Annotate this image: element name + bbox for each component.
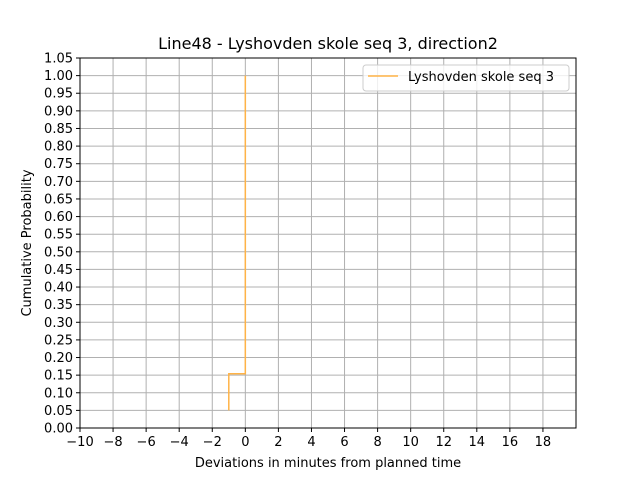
y-tick-label: 0.30 [44,316,73,331]
y-tick-label: 0.60 [44,210,73,225]
x-tick-label: 14 [469,435,486,450]
plot-frame [79,57,577,429]
y-axis: 0.00 0.05 0.10 0.15 0.20 0.25 0.30 0.35 0.40 0.45… [44,52,80,437]
y-tick-label: 0.70 [44,175,73,190]
y-tick-label: 0.10 [44,386,73,401]
x-tick-label: 18 [535,435,552,450]
y-tick-label: 0.35 [44,298,73,313]
y-tick-label: 0.85 [44,122,73,137]
x-tick-label: 12 [435,435,452,450]
x-tick-label: 10 [402,435,419,450]
x-tick-label: 4 [307,435,315,450]
y-tick-label: 0.55 [44,228,73,243]
y-tick-label: 0.75 [44,157,73,172]
legend-box [362,64,570,92]
y-tick-label: 1.00 [44,69,73,84]
x-tick-label: −6 [137,435,156,450]
x-tick-label: 16 [502,435,519,450]
x-tick-label: −4 [170,435,189,450]
x-axis: −10 −8 −6 −4 −2 0 2 4 6 8 10 12 14 16 18 [66,428,551,450]
x-tick-label: 6 [340,435,348,450]
grid [79,57,576,429]
x-tick-label: 8 [373,435,381,450]
x-tick-label: −2 [203,435,222,450]
y-tick-label: 0.95 [44,87,73,102]
y-tick-label: 0.50 [44,245,73,260]
series-line [228,75,247,411]
y-tick-label: 0.00 [44,422,73,437]
x-tick-label: −8 [103,435,122,450]
y-tick-label: 0.45 [44,263,73,278]
y-tick-label: 0.20 [44,351,73,366]
chart-title: Line48 - Lyshovden skole seq 3, directio… [158,34,498,53]
y-tick-label: 0.90 [44,104,73,119]
y-tick-label: 0.80 [44,140,73,155]
series-layer [228,75,247,411]
y-tick-label: 0.15 [44,369,73,384]
legend: Lyshovden skole seq 3 [362,64,570,92]
x-tick-label: 0 [241,435,249,450]
y-tick-label: 0.65 [44,192,73,207]
legend-entry-label: Lyshovden skole seq 3 [408,70,554,85]
y-axis-label: Cumulative Probability [20,169,35,316]
x-tick-label: −10 [66,435,93,450]
y-tick-label: 0.40 [44,281,73,296]
y-tick-label: 0.05 [44,404,73,419]
x-axis-label: Deviations in minutes from planned time [195,456,461,471]
x-tick-label: 2 [274,435,282,450]
y-tick-label: 0.25 [44,333,73,348]
y-tick-label: 1.05 [44,52,73,67]
